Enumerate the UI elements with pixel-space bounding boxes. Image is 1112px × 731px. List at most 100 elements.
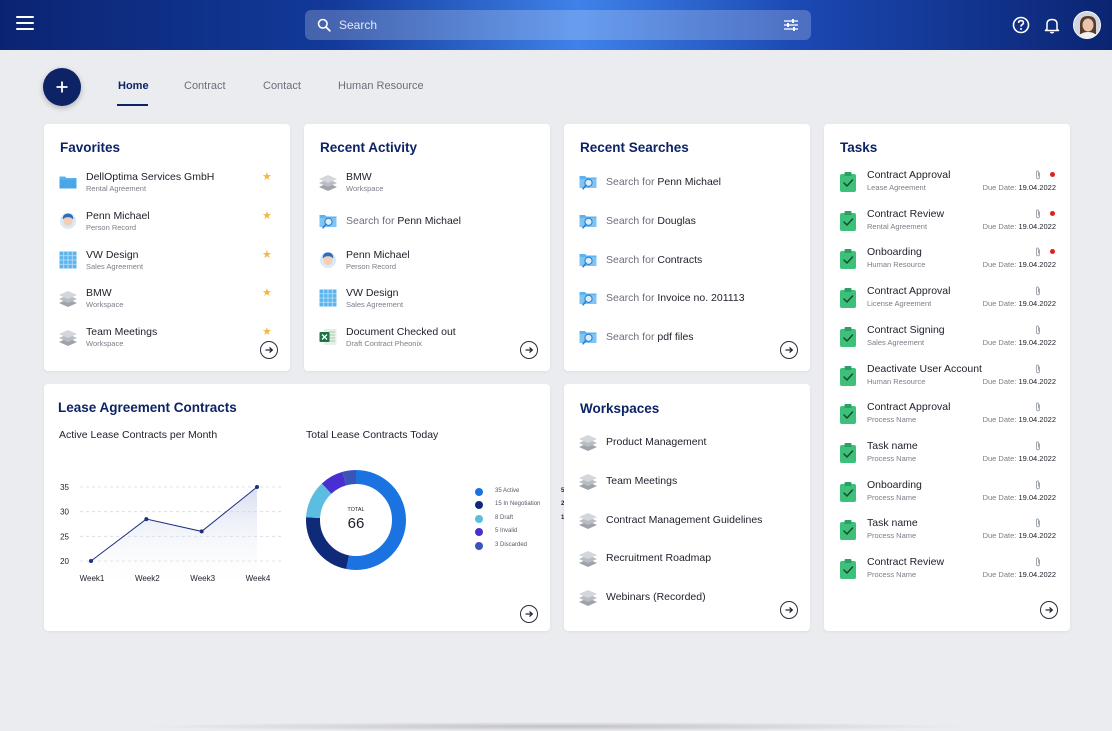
due-value: 19.04.2022 [1018,453,1056,463]
workspace-item[interactable]: Webinars (Recorded) [578,583,706,611]
attachment-icon[interactable] [1034,557,1042,567]
task-process: Process Name [867,570,917,579]
data-point[interactable] [144,517,149,522]
item-sub: Draft Contract Pheonix [346,338,422,348]
x-tick-label: Week1 [80,574,105,583]
task-item[interactable]: Task name Process Name Due Date: 19.04.202… [838,516,1056,544]
recent-activity-more-button[interactable] [520,341,538,359]
legend-swatch [475,488,483,496]
help-icon[interactable] [1011,15,1031,35]
task-item[interactable]: Onboarding Process Name Due Date: 19.04.20… [838,478,1056,506]
legend-entry[interactable]: 8 Draft12% [475,514,573,524]
task-item[interactable]: Task name Process Name Due Date: 19.04.202… [838,439,1056,467]
tab-home[interactable]: Home [118,80,149,92]
attachment-icon[interactable] [1034,170,1042,180]
favorites-more-button[interactable] [260,341,278,359]
item-name: Penn Michael [397,214,461,227]
recent-activity-title: Recent Activity [320,140,418,155]
activity-item[interactable]: Document Checked out Draft Contract Pheon… [318,323,456,351]
legend-entry[interactable]: 3 Discarded5% [475,541,573,551]
task-name: Contract Review [867,207,945,220]
workspace-item[interactable]: Contract Management Guidelines [578,506,762,534]
attachment-icon[interactable] [1034,209,1042,219]
activity-item[interactable]: VW Design Sales Agreement [318,284,403,312]
task-item[interactable]: Deactivate User Account Human Resource Due… [838,362,1056,390]
tab-human-resource[interactable]: Human Resource [338,80,424,92]
notification-bell-icon[interactable] [1042,15,1062,35]
donut-total-value: 66 [348,515,365,532]
workspaces-more-button[interactable] [780,601,798,619]
menu-icon[interactable] [16,16,34,34]
attachment-icon[interactable] [1034,402,1042,412]
attachment-icon[interactable] [1034,325,1042,335]
star-icon[interactable]: ★ [262,210,272,222]
attachment-icon[interactable] [1034,480,1042,490]
legend-swatch [475,501,483,510]
search-folder-icon [578,172,598,192]
task-item[interactable]: Contract Approval License Agreement Due Da… [838,284,1056,312]
due-value: 19.04.2022 [1018,492,1056,502]
task-item[interactable]: Contract Review Process Name Due Date: 19.… [838,555,1056,583]
search-item[interactable]: Search for Douglas [578,207,696,235]
favorite-item[interactable]: DellOptima Services GmbH Rental Agreement [58,168,214,196]
data-point[interactable] [255,485,259,489]
lease-more-button[interactable] [520,605,538,623]
filter-icon[interactable] [783,18,799,32]
activity-item[interactable]: BMW Workspace [318,168,383,196]
task-item[interactable]: Contract Approval Lease Agreement Due Date… [838,168,1056,196]
donut-slice[interactable] [306,470,406,570]
workspace-item[interactable]: Recruitment Roadmap [578,544,711,572]
favorite-item[interactable]: BMW Workspace [58,284,123,312]
attachment-icon[interactable] [1034,247,1042,257]
attachment-icon[interactable] [1034,286,1042,296]
legend-entry[interactable]: 15 In Negotiation23% [475,500,573,510]
search-bar[interactable] [305,10,811,40]
person-icon [318,250,338,270]
search-item[interactable]: Search for Invoice no. 201113 [578,284,745,312]
task-item[interactable]: Contract Approval Process Name Due Date: 1… [838,400,1056,428]
data-point[interactable] [89,559,93,563]
workspace-item[interactable]: Product Management [578,428,706,456]
favorite-item[interactable]: Penn Michael Person Record [58,207,150,235]
task-item[interactable]: Onboarding Human Resource Due Date: 19.04.… [838,245,1056,273]
task-item[interactable]: Contract Review Rental Agreement Due Date:… [838,207,1056,235]
attachment-icon[interactable] [1034,364,1042,374]
legend-swatch [475,541,483,550]
data-point[interactable] [199,529,204,534]
donut-slice[interactable] [306,470,406,570]
activity-item[interactable]: Penn Michael Person Record [318,246,410,274]
search-item[interactable]: Search for Contracts [578,246,702,274]
legend-label: 5 Invalid [495,528,518,535]
tasks-title: Tasks [840,140,878,155]
star-icon[interactable]: ★ [262,249,272,261]
x-tick-label: Week2 [135,574,160,583]
star-icon[interactable]: ★ [262,326,272,338]
tasks-more-button[interactable] [1040,601,1058,619]
arrow-right-icon [784,345,794,355]
user-avatar[interactable] [1073,11,1101,39]
attachment-icon[interactable] [1034,518,1042,528]
recent-searches-title: Recent Searches [580,140,689,155]
task-item[interactable]: Contract Signing Sales Agreement Due Date:… [838,323,1056,351]
search-item[interactable]: Search for pdf files [578,323,694,351]
workspace-item[interactable]: Team Meetings [578,467,677,495]
due-label: Due Date: [982,492,1019,502]
tab-contact[interactable]: Contact [263,80,301,92]
search-input[interactable] [339,18,783,32]
star-icon[interactable]: ★ [262,287,272,299]
x-tick-label: Week3 [190,574,215,583]
tab-contract[interactable]: Contract [184,80,226,92]
recent-searches-more-button[interactable] [780,341,798,359]
activity-item[interactable]: Search for Penn Michael [318,207,461,235]
attachment-icon[interactable] [1034,441,1042,451]
legend-entry[interactable]: 5 Invalid7% [475,527,573,537]
legend-label: 15 In Negotiation [495,501,541,508]
legend-entry[interactable]: 35 Active53% [475,487,573,497]
add-button[interactable] [43,68,81,106]
task-process: Rental Agreement [867,221,928,231]
favorite-item[interactable]: Team Meetings Workspace [58,323,157,351]
search-item[interactable]: Search for Penn Michael [578,168,721,196]
item-sub: Person Record [86,222,137,232]
favorite-item[interactable]: VW Design Sales Agreement [58,246,143,274]
star-icon[interactable]: ★ [262,171,272,183]
